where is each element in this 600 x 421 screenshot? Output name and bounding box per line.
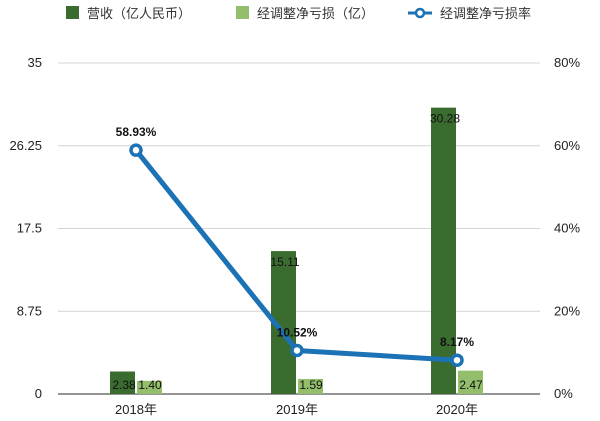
revenue-bar <box>431 107 456 395</box>
adjusted-loss-bar <box>458 370 483 394</box>
legend-swatch <box>66 6 79 19</box>
revenue-value-label: 15.11 <box>270 255 299 269</box>
legend-label: 经调整净亏损率 <box>440 6 531 21</box>
x-tick-label: 2019年 <box>276 402 318 417</box>
y-left-tick-label: 17.5 <box>17 221 42 236</box>
y-left-tick-label: 26.25 <box>9 138 42 153</box>
y-left-tick-label: 8.75 <box>17 303 42 318</box>
y-left-tick-label: 35 <box>28 55 42 70</box>
legend-swatch-marker <box>414 7 426 19</box>
loss-rate-point <box>290 343 304 358</box>
loss-rate-point <box>450 353 464 367</box>
adjusted-loss-bar <box>137 380 162 394</box>
adjusted-loss-bar <box>298 378 323 394</box>
y-right-tick-label: 40% <box>554 221 580 236</box>
loss-rate-line <box>129 143 464 367</box>
legend-swatch <box>236 6 249 19</box>
adjusted-loss-value-label: 1.40 <box>138 378 162 392</box>
legend-label: 营收（亿人民币） <box>87 6 191 21</box>
y-right-tick-label: 60% <box>554 138 580 153</box>
revenue-bar <box>110 371 135 394</box>
legend-label: 经调整净亏损（亿） <box>257 6 374 21</box>
revenue-value-label: 30.28 <box>430 112 460 126</box>
y-right-tick-label: 20% <box>554 303 580 318</box>
loss-rate-value-label: 10.52% <box>277 325 318 339</box>
loss-rate-point <box>129 143 143 157</box>
legend: 营收（亿人民币） 经调整净亏损（亿） 经调整净亏损率 <box>66 6 531 21</box>
x-tick-label: 2018年 <box>115 402 157 417</box>
adjusted-loss-value-label: 1.59 <box>299 378 323 392</box>
loss-rate-value-label: 8.17% <box>440 335 474 349</box>
adjusted-loss-value-label: 2.47 <box>459 378 483 392</box>
loss-rate-value-label: 58.93% <box>116 125 157 139</box>
x-tick-label: 2020年 <box>436 402 478 417</box>
y-left-tick-label: 0 <box>35 386 42 401</box>
y-right-tick-label: 80% <box>554 55 580 70</box>
axes: 0 8.75 17.5 26.25 35 0% 20% 40% 60% 80% 2018年 2019年… <box>9 55 580 417</box>
bars <box>110 107 483 395</box>
y-right-tick-label: 0% <box>554 386 573 401</box>
revenue-value-label: 2.38 <box>112 378 136 392</box>
data-labels: 2.38 15.11 30.28 1.40 1.59 2.47 58.93% 10.52% 8.… <box>112 112 483 392</box>
